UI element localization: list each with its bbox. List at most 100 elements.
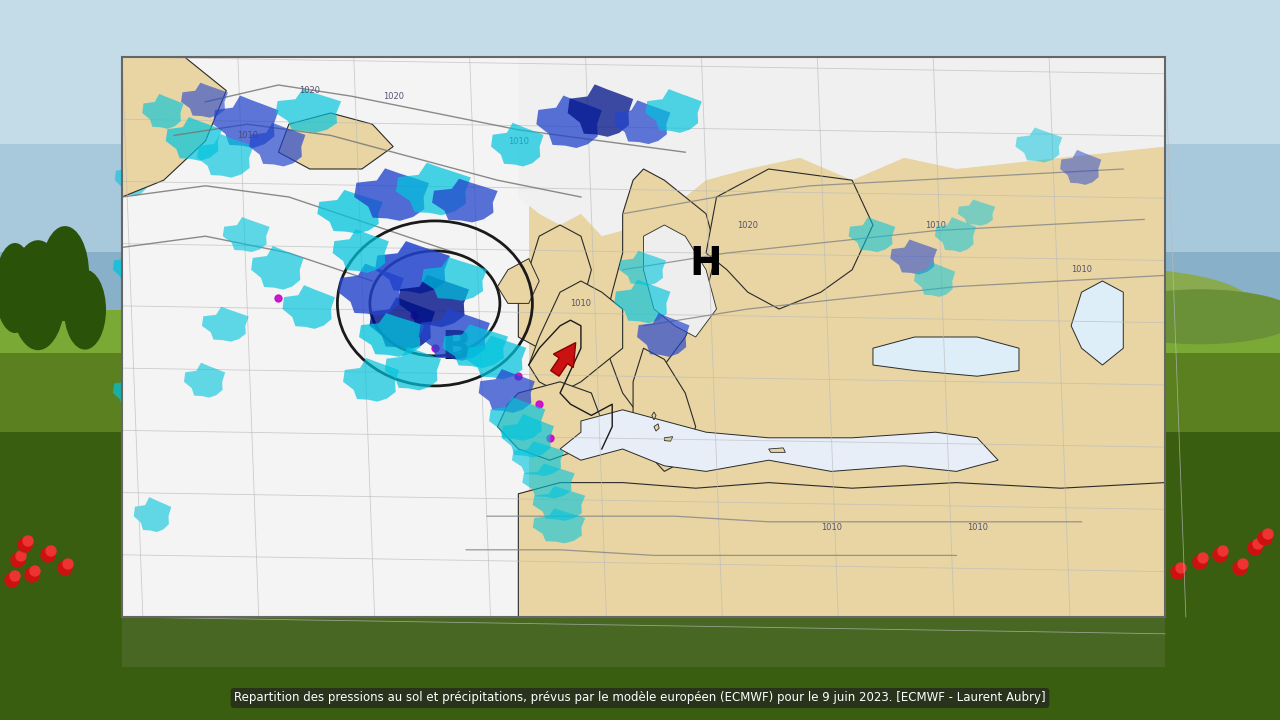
Text: B: B	[440, 329, 471, 367]
Polygon shape	[498, 258, 539, 303]
Polygon shape	[433, 179, 498, 222]
Polygon shape	[479, 369, 535, 413]
Polygon shape	[664, 436, 673, 441]
Bar	[122, 57, 529, 617]
Polygon shape	[343, 358, 399, 402]
Polygon shape	[634, 348, 695, 472]
Ellipse shape	[41, 226, 90, 321]
Polygon shape	[502, 414, 554, 458]
Polygon shape	[498, 382, 602, 460]
Circle shape	[1253, 539, 1263, 549]
Polygon shape	[614, 279, 671, 323]
Circle shape	[5, 573, 19, 587]
Ellipse shape	[950, 267, 1251, 338]
Polygon shape	[122, 436, 163, 480]
Circle shape	[1193, 555, 1207, 569]
Bar	[0, 310, 1280, 353]
Polygon shape	[466, 336, 526, 379]
Circle shape	[1233, 561, 1247, 575]
Text: 1010: 1010	[820, 523, 842, 532]
Polygon shape	[652, 412, 657, 420]
Polygon shape	[957, 199, 996, 225]
Bar	[0, 346, 1280, 720]
Text: 1010: 1010	[1071, 265, 1092, 274]
Polygon shape	[283, 285, 335, 329]
Polygon shape	[891, 240, 937, 274]
Polygon shape	[443, 324, 508, 368]
Polygon shape	[180, 83, 228, 117]
Polygon shape	[561, 410, 998, 472]
Text: 1020: 1020	[300, 86, 320, 95]
Polygon shape	[375, 241, 451, 294]
Polygon shape	[620, 251, 666, 286]
Polygon shape	[532, 508, 585, 544]
Polygon shape	[317, 190, 383, 234]
Circle shape	[1238, 559, 1248, 569]
Polygon shape	[122, 57, 227, 197]
Polygon shape	[370, 297, 435, 350]
Circle shape	[26, 568, 38, 582]
Bar	[122, 57, 1165, 617]
Polygon shape	[142, 94, 183, 129]
Polygon shape	[115, 161, 148, 196]
Polygon shape	[1071, 281, 1124, 365]
Polygon shape	[1015, 127, 1062, 163]
Circle shape	[58, 561, 72, 575]
Polygon shape	[1060, 150, 1101, 185]
Polygon shape	[518, 57, 1165, 236]
Text: 1010: 1010	[237, 131, 257, 140]
Polygon shape	[251, 246, 303, 289]
Polygon shape	[250, 122, 306, 166]
Polygon shape	[396, 163, 471, 215]
Polygon shape	[637, 313, 690, 357]
Circle shape	[29, 566, 40, 576]
Circle shape	[15, 551, 26, 561]
Text: 1020: 1020	[383, 91, 403, 101]
Ellipse shape	[1100, 289, 1280, 344]
Polygon shape	[654, 424, 659, 431]
Bar	[0, 324, 1280, 432]
Polygon shape	[529, 281, 622, 393]
Polygon shape	[197, 134, 253, 178]
Text: H: H	[690, 246, 722, 283]
Polygon shape	[614, 100, 671, 144]
Circle shape	[1258, 531, 1272, 545]
Polygon shape	[398, 275, 468, 327]
Polygon shape	[184, 363, 225, 397]
Polygon shape	[769, 448, 786, 452]
Polygon shape	[421, 257, 488, 301]
Bar	[518, 57, 1165, 617]
Bar	[122, 57, 1165, 617]
Polygon shape	[536, 96, 602, 148]
FancyArrow shape	[550, 343, 576, 377]
Polygon shape	[518, 482, 1165, 617]
Bar	[122, 617, 1165, 667]
Polygon shape	[279, 113, 393, 169]
Text: 1010: 1010	[508, 137, 529, 145]
Circle shape	[1219, 546, 1228, 556]
Text: 1010: 1010	[966, 523, 988, 532]
Polygon shape	[385, 347, 442, 390]
Polygon shape	[849, 217, 896, 252]
Polygon shape	[707, 169, 873, 309]
Circle shape	[1176, 563, 1187, 573]
Ellipse shape	[826, 279, 1075, 340]
Circle shape	[1198, 553, 1208, 563]
Circle shape	[1263, 529, 1274, 539]
Circle shape	[12, 553, 26, 567]
Circle shape	[46, 546, 56, 556]
Circle shape	[1171, 565, 1185, 579]
Polygon shape	[522, 464, 575, 498]
Polygon shape	[165, 117, 221, 161]
Ellipse shape	[64, 269, 106, 350]
Circle shape	[23, 536, 33, 546]
Ellipse shape	[10, 240, 65, 350]
Text: 1010: 1010	[925, 220, 946, 230]
Polygon shape	[275, 89, 342, 133]
Bar	[0, 0, 1280, 396]
Circle shape	[1213, 548, 1228, 562]
Polygon shape	[518, 225, 591, 348]
Text: Repartition des pressions au sol et précipitations, prévus par le modèle europée: Repartition des pressions au sol et préc…	[234, 691, 1046, 704]
Polygon shape	[202, 307, 248, 342]
Polygon shape	[338, 264, 403, 316]
